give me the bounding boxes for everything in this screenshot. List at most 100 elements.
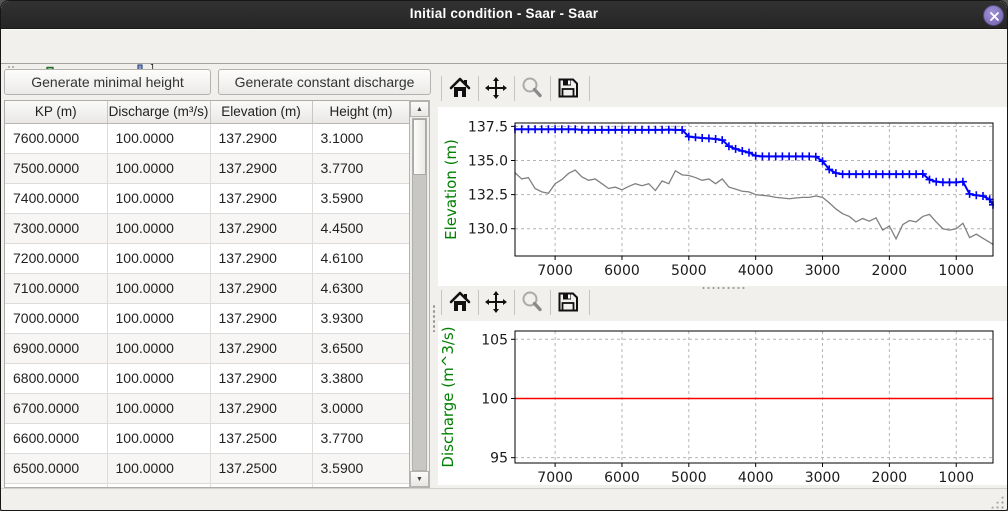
x-tick-label: 1000 (938, 263, 974, 279)
table-cell[interactable]: 3.5900 (312, 453, 409, 483)
table-cell[interactable]: 7300.0000 (5, 213, 107, 243)
table-cell[interactable]: 137.2900 (210, 123, 312, 153)
table-cell[interactable]: 3.7700 (312, 153, 409, 183)
y-axis-label: Elevation (m) (442, 139, 460, 240)
table-cell[interactable]: 3.3800 (312, 363, 409, 393)
home-icon (448, 302, 472, 317)
table-cell[interactable]: 6500.0000 (5, 453, 107, 483)
table-cell[interactable]: 4.4500 (312, 213, 409, 243)
table-cell[interactable]: 7500.0000 (5, 153, 107, 183)
table-cell[interactable]: 137.2500 (210, 453, 312, 483)
pan-icon (484, 88, 508, 103)
table-cell[interactable]: 6900.0000 (5, 333, 107, 363)
y-tick-label: 137.5 (468, 119, 508, 135)
column-header-discharge[interactable]: Discharge (m³/s) (107, 101, 210, 123)
table-cell[interactable]: 100.0000 (107, 273, 210, 303)
x-tick-label: 6000 (604, 470, 640, 485)
table-cell[interactable]: 100.0000 (107, 393, 210, 423)
table-cell[interactable]: 100.0000 (107, 123, 210, 153)
x-tick-label: 5000 (671, 263, 707, 279)
table-cell[interactable]: 100.0000 (107, 363, 210, 393)
table-row[interactable]: 7300.0000100.0000137.29004.4500 (5, 213, 409, 243)
generate-constant-discharge-button[interactable]: Generate constant discharge (218, 69, 431, 95)
table-cell[interactable]: 6800.0000 (5, 363, 107, 393)
table-cell[interactable]: 3.9300 (312, 303, 409, 333)
plot-save-button[interactable] (553, 75, 583, 103)
y-tick-label: 135.0 (468, 154, 508, 170)
column-header-elevation[interactable]: Elevation (m) (210, 101, 312, 123)
table-cell[interactable]: 3.7700 (312, 423, 409, 453)
column-header-kp[interactable]: KP (m) (5, 101, 107, 123)
scrollbar-track[interactable] (412, 118, 427, 471)
discharge-plot-canvas[interactable]: 700060005000400030002000100010510095Disc… (438, 321, 1008, 485)
column-header-height[interactable]: Height (m) (312, 101, 409, 123)
x-tick-label: 3000 (805, 470, 841, 485)
panel-splitter-handle[interactable] (430, 64, 438, 488)
table-cell[interactable]: 100.0000 (107, 453, 210, 483)
table-cell[interactable]: 100.0000 (107, 423, 210, 453)
plot-zoom-button[interactable] (517, 289, 547, 317)
table-cell[interactable]: 137.2900 (210, 393, 312, 423)
table-row[interactable]: 7500.0000100.0000137.29003.7700 (5, 153, 409, 183)
table-cell[interactable]: 137.2900 (210, 273, 312, 303)
table-cell[interactable]: 137.2900 (210, 363, 312, 393)
table-row[interactable]: 6900.0000100.0000137.29003.6500 (5, 333, 409, 363)
table-cell[interactable]: 100.0000 (107, 213, 210, 243)
plot-home-button[interactable] (445, 75, 475, 103)
resize-grip[interactable] (990, 495, 1004, 509)
table-cell[interactable]: 100.0000 (107, 153, 210, 183)
titlebar[interactable]: Initial condition - Saar - Saar (1, 1, 1007, 29)
table-cell[interactable]: 4.6300 (312, 273, 409, 303)
table-cell[interactable]: 137.2900 (210, 303, 312, 333)
table-row[interactable]: 7100.0000100.0000137.29004.6300 (5, 273, 409, 303)
table-cell[interactable]: 3.5900 (312, 183, 409, 213)
table-cell[interactable]: 7200.0000 (5, 243, 107, 273)
close-button[interactable] (983, 5, 1004, 26)
table-cell[interactable]: 137.2900 (210, 333, 312, 363)
table-scrollbar[interactable]: ▲ ▼ (409, 100, 430, 488)
table-cell[interactable]: 6700.0000 (5, 393, 107, 423)
plot-pan-button[interactable] (481, 75, 511, 103)
table-row[interactable]: 6800.0000100.0000137.29003.3800 (5, 363, 409, 393)
table-cell[interactable]: 137.2500 (210, 423, 312, 453)
table-row[interactable]: 6600.0000100.0000137.25003.7700 (5, 423, 409, 453)
table-cell[interactable]: 7000.0000 (5, 303, 107, 333)
magnifier-icon (520, 302, 544, 317)
plot-save-button[interactable] (553, 289, 583, 317)
generate-minimal-height-button[interactable]: Generate minimal height (4, 69, 211, 95)
table-cell[interactable]: 100.0000 (107, 183, 210, 213)
scroll-up-button[interactable]: ▲ (410, 101, 429, 117)
table-cell[interactable]: 137.2900 (210, 183, 312, 213)
table-row[interactable]: 7200.0000100.0000137.29004.6100 (5, 243, 409, 273)
scroll-down-button[interactable]: ▼ (410, 471, 429, 487)
plot-pan-button[interactable] (481, 289, 511, 317)
table-cell[interactable]: 3.6500 (312, 333, 409, 363)
table-cell[interactable]: 6600.0000 (5, 423, 107, 453)
table-cell[interactable]: 7400.0000 (5, 183, 107, 213)
table-cell[interactable]: 100.0000 (107, 333, 210, 363)
elevation-plot-canvas[interactable]: 7000600050004000300020001000137.5135.013… (438, 107, 1008, 286)
pan-icon (484, 302, 508, 317)
table-cell[interactable]: 137.2900 (210, 213, 312, 243)
table-row[interactable]: 6700.0000100.0000137.29003.0000 (5, 393, 409, 423)
table-cell[interactable]: 100.0000 (107, 303, 210, 333)
scrollbar-thumb[interactable] (413, 119, 426, 175)
x-tick-label: 4000 (738, 263, 774, 279)
table-row[interactable]: 6500.0000100.0000137.25003.5900 (5, 453, 409, 483)
table-row[interactable]: 7400.0000100.0000137.29003.5900 (5, 183, 409, 213)
table-cell[interactable]: 137.2900 (210, 243, 312, 273)
table-row[interactable]: 7000.0000100.0000137.29003.9300 (5, 303, 409, 333)
table-row[interactable]: 7600.0000100.0000137.29003.1000 (5, 123, 409, 153)
table-cell[interactable]: 137.2900 (210, 153, 312, 183)
elevation-plot-toolbar (441, 73, 601, 105)
table-cell[interactable]: 7600.0000 (5, 123, 107, 153)
table-cell[interactable]: 4.6100 (312, 243, 409, 273)
magnifier-icon (520, 88, 544, 103)
table-cell[interactable]: 100.0000 (107, 243, 210, 273)
figure-background (438, 321, 1008, 485)
plot-home-button[interactable] (445, 289, 475, 317)
table-cell[interactable]: 7100.0000 (5, 273, 107, 303)
plot-zoom-button[interactable] (517, 75, 547, 103)
table-cell[interactable]: 3.1000 (312, 123, 409, 153)
table-cell[interactable]: 3.0000 (312, 393, 409, 423)
